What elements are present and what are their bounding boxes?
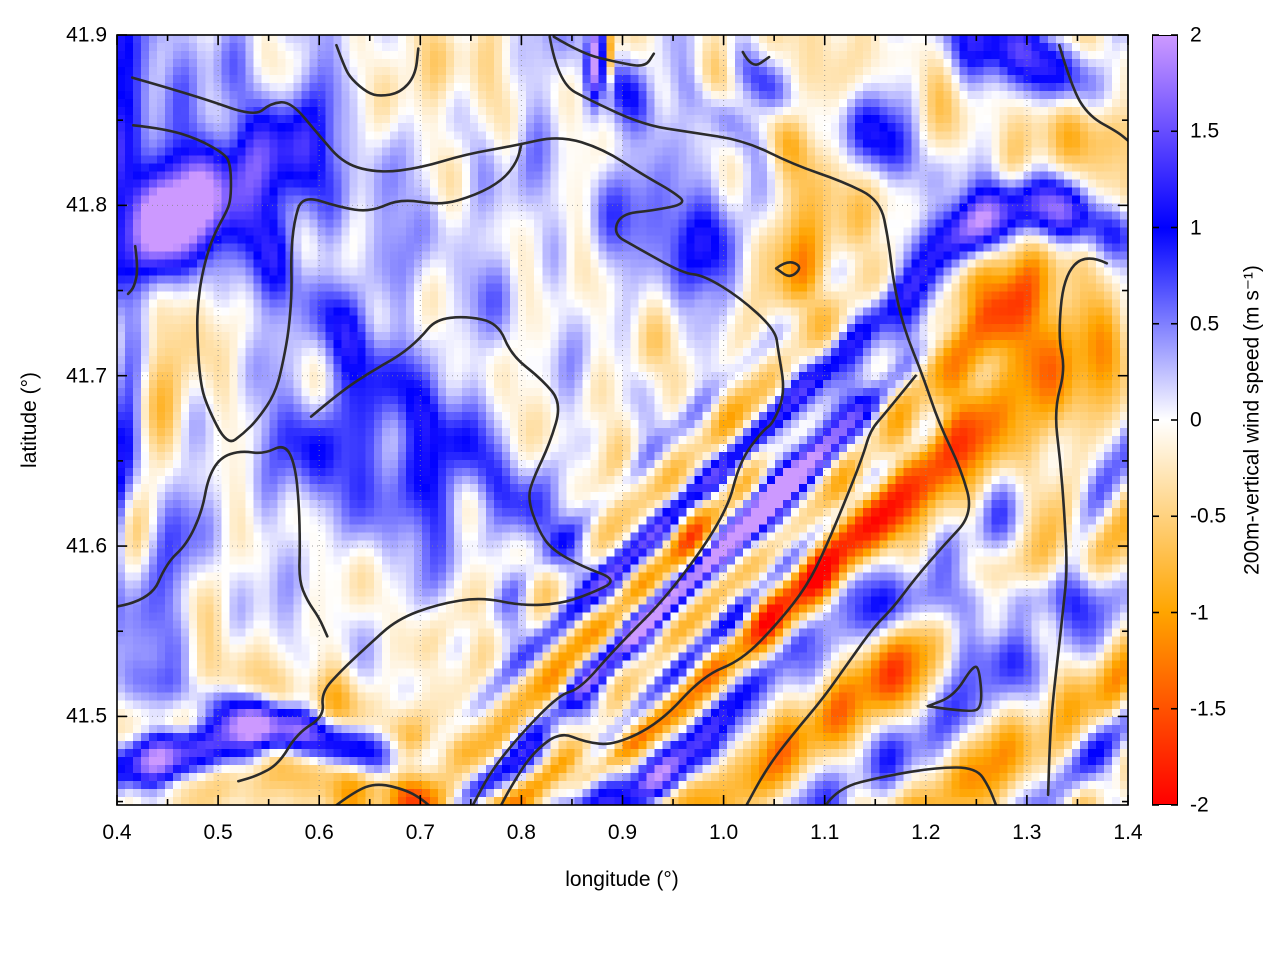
x-axis-title: longitude (°): [565, 868, 679, 891]
colorbar-title: 200m-vertical wind speed (m s⁻¹): [1240, 265, 1264, 575]
x-tick-label: 0.8: [506, 821, 536, 844]
contour-small-loop-se: [926, 665, 983, 713]
contour-inner-parallel: [499, 374, 917, 805]
x-tick-label: 0.9: [607, 821, 638, 844]
x-tick-label: 1.2: [911, 821, 941, 844]
contour-right-ns-line: [1046, 257, 1109, 797]
y-tick-label: 41.8: [66, 193, 107, 217]
contour-top-right-piece: [1058, 43, 1128, 142]
contour-left-small-arc: [126, 244, 139, 296]
x-tick-label: 1.3: [1012, 821, 1042, 844]
contour-upper-right-sweep: [548, 35, 971, 805]
x-tick-label: 1.0: [708, 821, 739, 844]
colorbar-tick-label: 1: [1190, 216, 1202, 239]
colorbar-tick-label: 0: [1190, 408, 1202, 432]
contour-small-diamond: [774, 261, 801, 278]
y-tick-label: 41.5: [66, 704, 107, 728]
contour-lines: [117, 35, 1128, 805]
contour-main-long-west-to-sw: [130, 76, 785, 805]
contour-top-v: [335, 43, 420, 97]
x-tick-label: 0.7: [405, 821, 435, 844]
contour-check-right: [741, 50, 771, 66]
colorbar-tick-label: -2: [1190, 793, 1209, 817]
x-tick-label: 0.6: [304, 821, 334, 844]
colorbar-tick-label: -1: [1190, 601, 1209, 624]
x-tick-label: 1.4: [1113, 821, 1143, 844]
y-tick-label: 41.6: [66, 534, 107, 558]
contour-inner-tongue: [237, 315, 612, 783]
y-tick-label: 41.9: [66, 23, 107, 47]
colorbar-tick-label: -1.5: [1190, 697, 1227, 721]
colorbar-tick-label: 2: [1190, 23, 1202, 47]
contour-lower-left-line: [117, 445, 329, 638]
contour-central-loop: [131, 124, 523, 443]
contour-bottom-arc: [334, 783, 431, 805]
x-tick-label: 1.1: [810, 821, 840, 844]
x-tick-label: 0.5: [203, 821, 233, 844]
y-axis-title: latitude (°): [18, 372, 41, 468]
y-tick-label: 41.7: [66, 364, 107, 388]
colorbar-tick-label: 1.5: [1190, 119, 1220, 143]
x-tick-label: 0.4: [102, 821, 132, 844]
contour-bottom-right-arc: [824, 766, 998, 805]
colorbar-tick-label: -0.5: [1190, 504, 1227, 528]
contour-check-left: [552, 35, 656, 67]
colorbar-tick-label: 0.5: [1190, 312, 1220, 336]
